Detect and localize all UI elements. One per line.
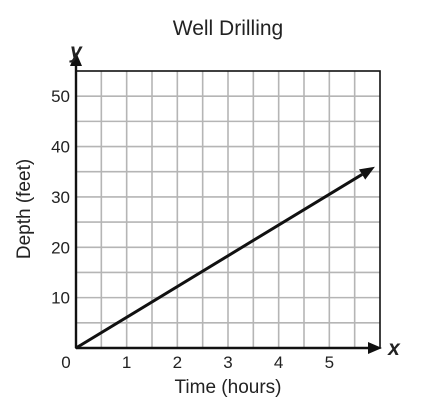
y-tick-label: 50 <box>51 87 70 106</box>
series-line <box>75 173 363 350</box>
axes <box>70 52 382 354</box>
origin-label: 0 <box>61 353 70 372</box>
data-series <box>75 166 375 350</box>
y-axis-letter: y <box>69 40 83 63</box>
y-tick-label: 30 <box>51 188 70 207</box>
tick-labels: 1 2 3 4 5 10 20 30 40 50 <box>51 87 334 372</box>
x-tick-label: 3 <box>223 353 232 372</box>
y-axis-title: Depth (feet) <box>14 159 35 259</box>
x-axis-title: Time (hours) <box>175 377 282 398</box>
x-tick-label: 5 <box>325 353 334 372</box>
y-tick-label: 40 <box>51 138 70 157</box>
x-tick-label: 4 <box>274 353 283 372</box>
grid <box>76 71 380 348</box>
x-tick-label: 1 <box>122 353 131 372</box>
y-tick-label: 10 <box>51 289 70 308</box>
y-axis-arrowhead <box>70 52 82 66</box>
x-axis-letter: x <box>387 337 401 360</box>
chart-title: Well Drilling <box>173 17 283 40</box>
x-tick-label: 2 <box>173 353 182 372</box>
x-axis-arrowhead <box>368 342 382 354</box>
y-tick-label: 20 <box>51 238 70 257</box>
series-arrowhead <box>358 166 375 180</box>
